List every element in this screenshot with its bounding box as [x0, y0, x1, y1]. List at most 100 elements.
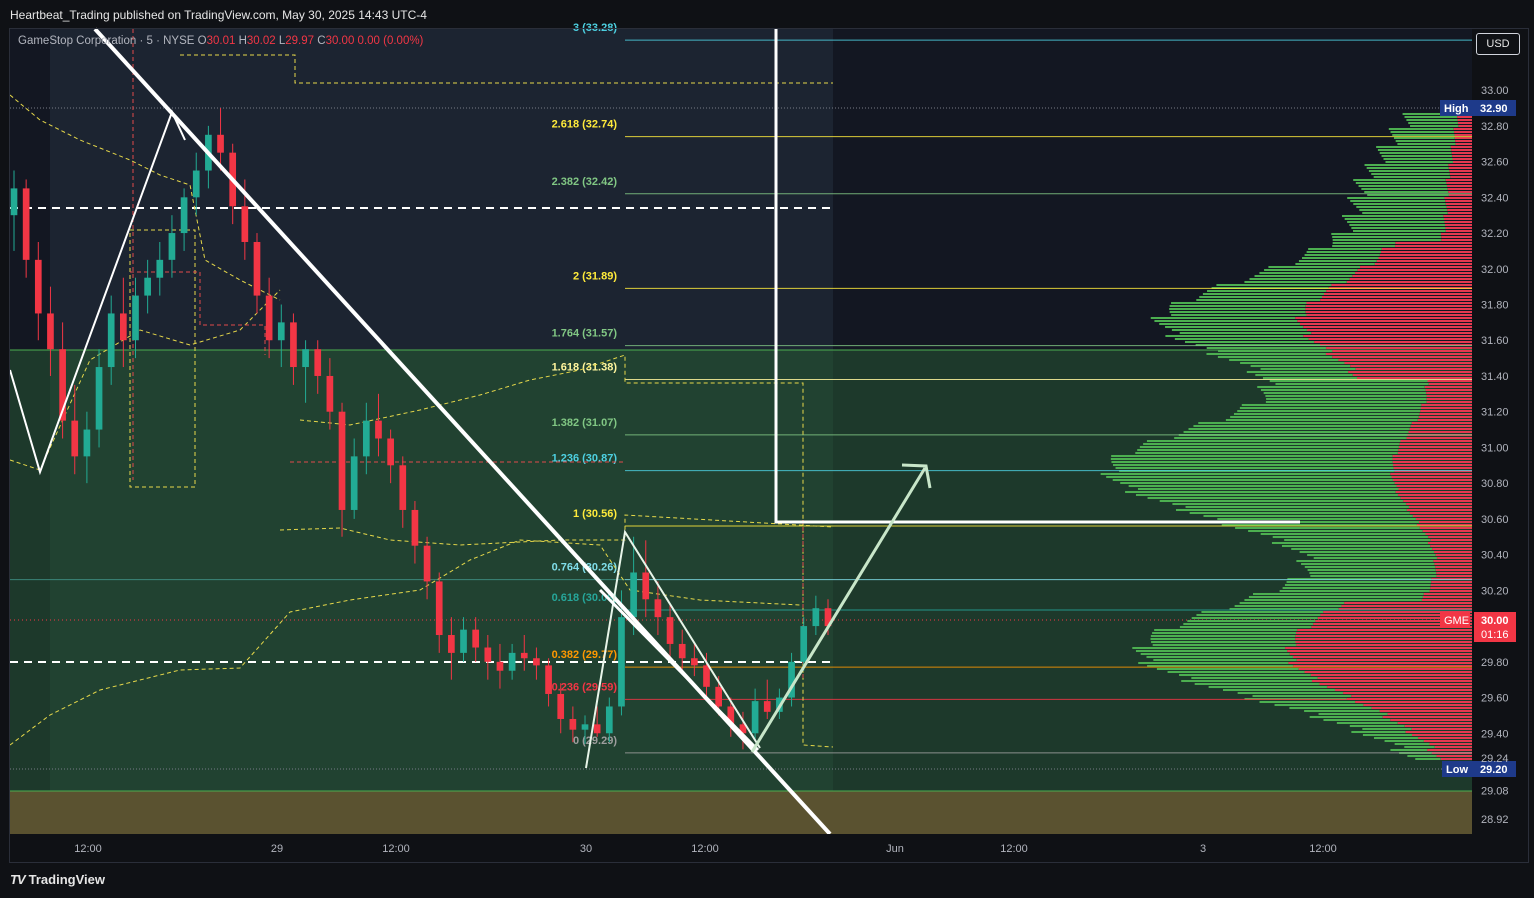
countdown-value: 01:16: [1481, 629, 1509, 641]
volume-profile-bar: [1326, 347, 1472, 349]
volume-profile-bar: [1234, 605, 1342, 607]
fib-level-label: 0.618 (30.09): [552, 592, 618, 604]
candle-body: [739, 724, 747, 734]
volume-profile-bar: [1429, 590, 1472, 592]
volume-profile-bar: [1448, 194, 1472, 196]
fib-level-label: 1.764 (31.57): [552, 328, 618, 340]
fib-level-label: 0.382 (29.77): [552, 649, 618, 661]
candle-body: [557, 693, 565, 719]
volume-profile-bar: [1441, 239, 1472, 241]
volume-profile-bar: [1299, 323, 1472, 325]
wedge-lines: [585, 529, 761, 769]
mid-dashed: [279, 514, 834, 546]
volume-profile-bar: [1381, 251, 1472, 253]
candle-body: [265, 295, 273, 341]
volume-profile-bar: [1169, 311, 1306, 313]
volume-profile-bar: [1233, 413, 1420, 415]
volume-profile-bar: [1408, 122, 1458, 124]
volume-profile-bar: [1355, 272, 1472, 274]
volume-profile-bar: [1428, 536, 1472, 538]
volume-profile-bar: [1216, 284, 1332, 286]
volume-profile-bar: [1150, 635, 1296, 637]
volume-profile-bar: [1355, 182, 1447, 184]
volume-profile-bar: [1352, 275, 1472, 277]
fib-level-label: 1.618 (31.38): [552, 362, 618, 374]
volume-profile-bar: [1427, 380, 1472, 382]
volume-profile-bar: [1260, 368, 1356, 370]
volume-profile-bar: [1272, 536, 1429, 538]
volume-profile-bar: [1231, 521, 1420, 523]
volume-profile-bar: [1306, 314, 1472, 316]
volume-profile-bar: [1307, 569, 1436, 571]
volume-profile-bar: [1351, 695, 1472, 697]
currency-button[interactable]: USD: [1476, 33, 1520, 55]
candle-body: [703, 665, 710, 687]
brand-name: TradingView: [28, 872, 105, 887]
price-tick-label: 30.80: [1481, 478, 1509, 490]
price-axis-background: [1472, 29, 1529, 834]
open-label: O: [197, 35, 207, 47]
volume-profile-bar: [1399, 443, 1472, 445]
volume-profile-bar: [1297, 320, 1472, 322]
volume-profile-bar: [1317, 677, 1472, 679]
volume-profile-bar: [1263, 392, 1427, 394]
candle-body: [666, 617, 674, 644]
volume-profile-bar: [1159, 323, 1300, 325]
volume-profile-bar: [1179, 626, 1312, 628]
volume-profile-bar: [1153, 659, 1297, 661]
volume-profile-bar: [1100, 473, 1391, 475]
volume-profile-bar: [1400, 497, 1472, 499]
volume-profile-bar: [1390, 473, 1472, 475]
volume-profile-bar: [1235, 527, 1420, 529]
volume-profile-bar: [1361, 188, 1448, 190]
volume-profile-bar: [1367, 194, 1449, 196]
volume-profile-bar: [1452, 161, 1472, 163]
box-dashed: [129, 229, 196, 488]
volume-profile-bar: [1132, 647, 1286, 649]
volume-profile-bar: [1229, 608, 1339, 610]
volume-profile-bar: [1202, 293, 1324, 295]
volume-profile-bar: [1253, 593, 1424, 595]
candle-body: [472, 629, 480, 648]
fib-level-label: 2.618 (32.74): [552, 119, 618, 131]
volume-profile-bar: [1344, 218, 1444, 220]
volume-profile-bar: [1303, 335, 1472, 337]
volume-profile-bar: [1377, 149, 1452, 151]
volume-profile-bar: [1282, 587, 1431, 589]
candle-body: [800, 626, 808, 662]
volume-profile-bar: [1111, 455, 1393, 457]
volume-profile-bar: [1305, 305, 1472, 307]
volume-profile-bar: [1347, 221, 1445, 223]
volume-profile-bar: [1390, 749, 1428, 751]
volume-profile-bar: [1450, 176, 1472, 178]
volume-profile-bar: [1415, 758, 1441, 760]
symbol-tag: [1440, 612, 1470, 628]
volume-profile-bar: [1331, 233, 1442, 235]
volume-profile-bar: [1152, 644, 1297, 646]
volume-profile-bar: [1420, 410, 1472, 412]
candle-body: [34, 259, 42, 314]
volume-profile-bar: [1437, 557, 1472, 559]
price-tick-label: 30.20: [1481, 585, 1509, 597]
volume-profile-bar: [1445, 200, 1472, 202]
volume-profile-bar: [1287, 650, 1472, 652]
candle-body: [180, 197, 188, 234]
volume-profile-bar: [1318, 713, 1388, 715]
price-tick-label: 31.40: [1481, 371, 1509, 383]
tradingview-footer[interactable]: TV TradingView: [10, 872, 105, 887]
volume-profile-bar: [1362, 212, 1448, 214]
candle-body: [605, 706, 613, 734]
volume-profile-bar: [1262, 377, 1358, 379]
volume-profile-bar: [1185, 506, 1409, 508]
candle-body: [435, 581, 443, 636]
volume-profile-bar: [1423, 740, 1472, 742]
last-price-value: 30.00: [1481, 615, 1509, 627]
volume-profile-bar: [1137, 449, 1399, 451]
volume-profile-bar: [1322, 296, 1472, 298]
volume-profile-bar: [1336, 722, 1398, 724]
candle-body: [812, 608, 820, 627]
candle-body: [375, 420, 382, 439]
volume-profile-bar: [1353, 203, 1446, 205]
volume-profile-bar: [1239, 407, 1421, 409]
